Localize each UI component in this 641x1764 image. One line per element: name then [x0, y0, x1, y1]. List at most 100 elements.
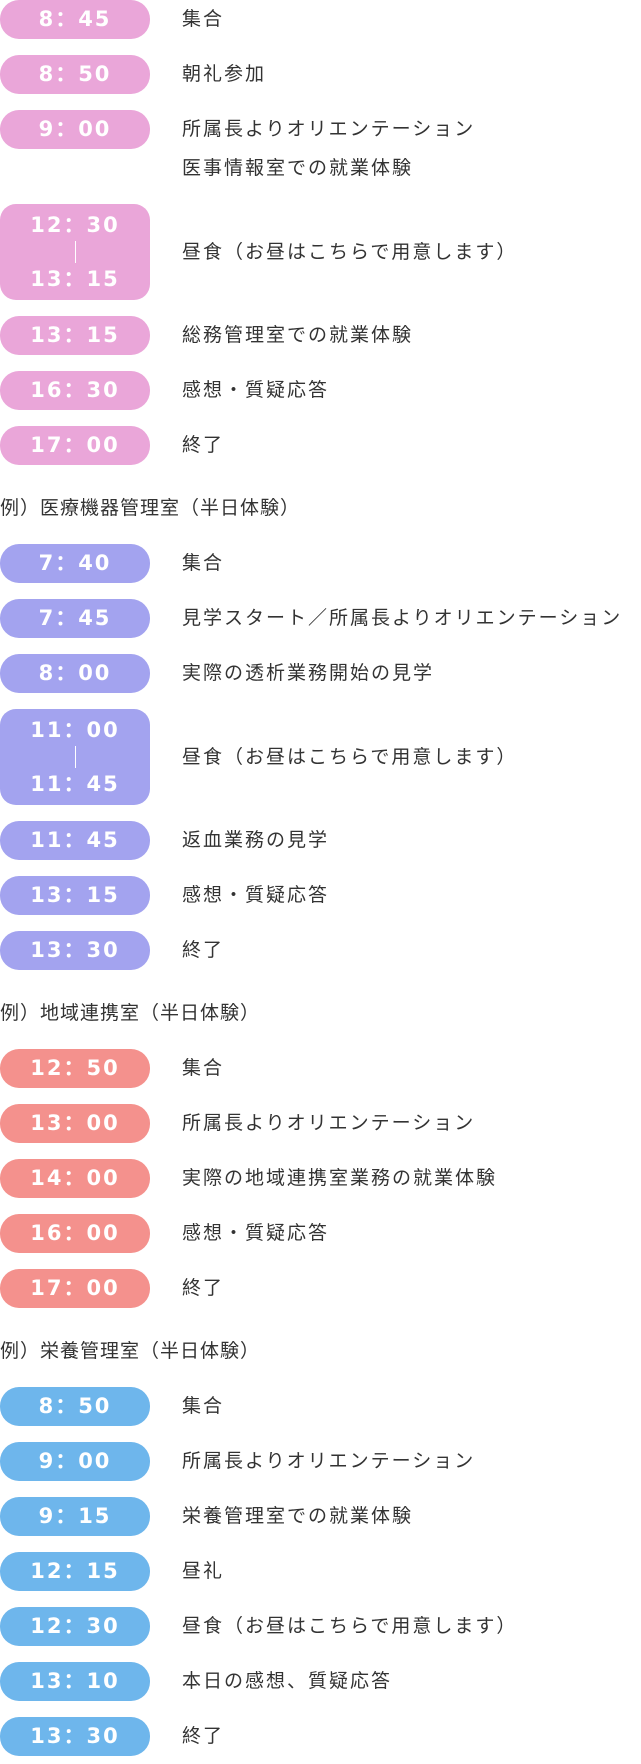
time-label: 7：40 [38, 551, 112, 575]
time-pill: 11：00 11：45 [0, 709, 150, 805]
activity: 総務管理室での就業体験 [182, 316, 413, 355]
activity-text: 所属長よりオリエンテーション [182, 118, 476, 140]
activity: 所属長よりオリエンテーション [182, 1104, 475, 1143]
activity: 感想・質疑応答 [182, 876, 329, 915]
time-label: 16：30 [30, 378, 120, 402]
schedule-row: 13：30 終了 [0, 1717, 641, 1756]
activity-text: 終了 [182, 939, 225, 961]
time-pill: 9：00 [0, 1442, 150, 1481]
activity-text: 集合 [182, 1395, 225, 1417]
schedule-row: 8：00 実際の透析業務開始の見学 [0, 654, 641, 693]
activity-text: 集合 [182, 8, 225, 30]
time-label: 13：30 [30, 938, 120, 962]
time-label: 14：00 [30, 1166, 120, 1190]
time-pill: 7：40 [0, 544, 150, 583]
schedule-row: 7：40 集合 [0, 544, 641, 583]
time-pill: 16：30 [0, 371, 150, 410]
time-label: 12：15 [30, 1559, 120, 1583]
time-pill: 11：45 [0, 821, 150, 860]
time-label: 8：50 [38, 1394, 112, 1418]
time-label: 13：10 [30, 1669, 120, 1693]
schedule-row: 9：00 所属長よりオリエンテーション 医事情報室での就業体験 [0, 110, 641, 188]
time-label: 13：30 [30, 1724, 120, 1748]
time-separator [74, 241, 76, 263]
time-pill: 13：00 [0, 1104, 150, 1143]
activity-text: 終了 [182, 1277, 225, 1299]
activity: 終了 [182, 1717, 224, 1756]
activity-text: 集合 [182, 552, 225, 574]
activity-text: 感想・質疑応答 [182, 884, 330, 906]
activity-text: 朝礼参加 [182, 63, 267, 85]
section: 例）地域連携室（半日体験） 12：50 集合 13：00 所属長よりオリエンテーション 1… [0, 994, 641, 1308]
activity: 昼食（お昼はこちらで用意します） [182, 233, 517, 272]
schedule-row: 12：30 昼食（お昼はこちらで用意します） [0, 1607, 641, 1646]
time-pill: 12：15 [0, 1552, 150, 1591]
schedule-row: 16：30 感想・質疑応答 [0, 371, 641, 410]
activity: 感想・質疑応答 [182, 1214, 329, 1253]
time-pill: 13：10 [0, 1662, 150, 1701]
time-pill: 12：50 [0, 1049, 150, 1088]
time-pill: 8：00 [0, 654, 150, 693]
activity: 栄養管理室での就業体験 [182, 1497, 413, 1536]
activity: 終了 [182, 1269, 224, 1308]
time-label: 8：00 [38, 661, 112, 685]
time-pill: 12：30 13：15 [0, 204, 150, 300]
time-pill: 13：15 [0, 876, 150, 915]
activity-text: 所属長よりオリエンテーション [182, 1450, 476, 1472]
schedule-row: 9：15 栄養管理室での就業体験 [0, 1497, 641, 1536]
activity-text: 昼食（お昼はこちらで用意します） [182, 240, 518, 263]
time-pill: 8：50 [0, 1387, 150, 1426]
activity: 朝礼参加 [182, 55, 266, 94]
schedule-row: 12：15 昼礼 [0, 1552, 641, 1591]
schedule-row: 17：00 終了 [0, 1269, 641, 1308]
time-label: 13：15 [30, 323, 120, 347]
time-label: 16：00 [30, 1221, 120, 1245]
time-pill: 12：30 [0, 1607, 150, 1646]
section-heading: 例）栄養管理室（半日体験） [0, 1340, 261, 1362]
activity: 集合 [182, 1049, 224, 1088]
section: 8：45 集合 8：50 朝礼参加 9：00 所属長よりオリエンテーション 医事情報室での就… [0, 0, 641, 465]
schedule-row: 8：45 集合 [0, 0, 641, 39]
activity-text: 昼礼 [182, 1560, 225, 1582]
time-label: 8：50 [38, 62, 112, 86]
activity: 終了 [182, 931, 224, 970]
time-pill: 13：30 [0, 931, 150, 970]
time-pill: 13：30 [0, 1717, 150, 1756]
schedule-row: 13：15 総務管理室での就業体験 [0, 316, 641, 355]
schedule-row: 13：15 感想・質疑応答 [0, 876, 641, 915]
time-pill: 17：00 [0, 426, 150, 465]
time-pill: 17：00 [0, 1269, 150, 1308]
schedule-row: 9：00 所属長よりオリエンテーション [0, 1442, 641, 1481]
activity-text: 返血業務の見学 [182, 829, 330, 851]
activity-text: 集合 [182, 1057, 225, 1079]
activity-text: 医事情報室での就業体験 [182, 157, 414, 179]
activity-text: 見学スタート／所属長よりオリエンテーション [182, 607, 623, 629]
activity-text: 終了 [182, 434, 225, 456]
time-label: 9：15 [38, 1504, 112, 1528]
time-label: 9：00 [38, 1449, 112, 1473]
time-label: 11：00 [30, 718, 120, 742]
activity: 集合 [182, 544, 224, 583]
time-label: 13：00 [30, 1111, 120, 1135]
schedule-row: 7：45 見学スタート／所属長よりオリエンテーション [0, 599, 641, 638]
activity: 返血業務の見学 [182, 821, 329, 860]
time-pill: 8：50 [0, 55, 150, 94]
activity-text: 所属長よりオリエンテーション [182, 1112, 476, 1134]
activity-text: 昼食（お昼はこちらで用意します） [182, 1615, 518, 1637]
time-label: 11：45 [30, 772, 120, 796]
schedule-row: 13：10 本日の感想、質疑応答 [0, 1662, 641, 1701]
activity: 実際の地域連携室業務の就業体験 [182, 1159, 497, 1198]
activity: 昼食（お昼はこちらで用意します） [182, 738, 517, 777]
activity-text: 実際の地域連携室業務の就業体験 [182, 1167, 498, 1189]
activity: 集合 [182, 0, 224, 39]
activity-text: 栄養管理室での就業体験 [182, 1505, 414, 1527]
time-pill: 9：00 [0, 110, 150, 149]
section: 例）栄養管理室（半日体験） 8：50 集合 9：00 所属長よりオリエンテーション 9：1… [0, 1332, 641, 1756]
activity-text: 感想・質疑応答 [182, 379, 330, 401]
time-label: 8：45 [38, 7, 112, 31]
activity-text: 昼食（お昼はこちらで用意します） [182, 745, 518, 768]
time-pill: 9：15 [0, 1497, 150, 1536]
time-pill: 13：15 [0, 316, 150, 355]
activity: 見学スタート／所属長よりオリエンテーション [182, 599, 622, 638]
